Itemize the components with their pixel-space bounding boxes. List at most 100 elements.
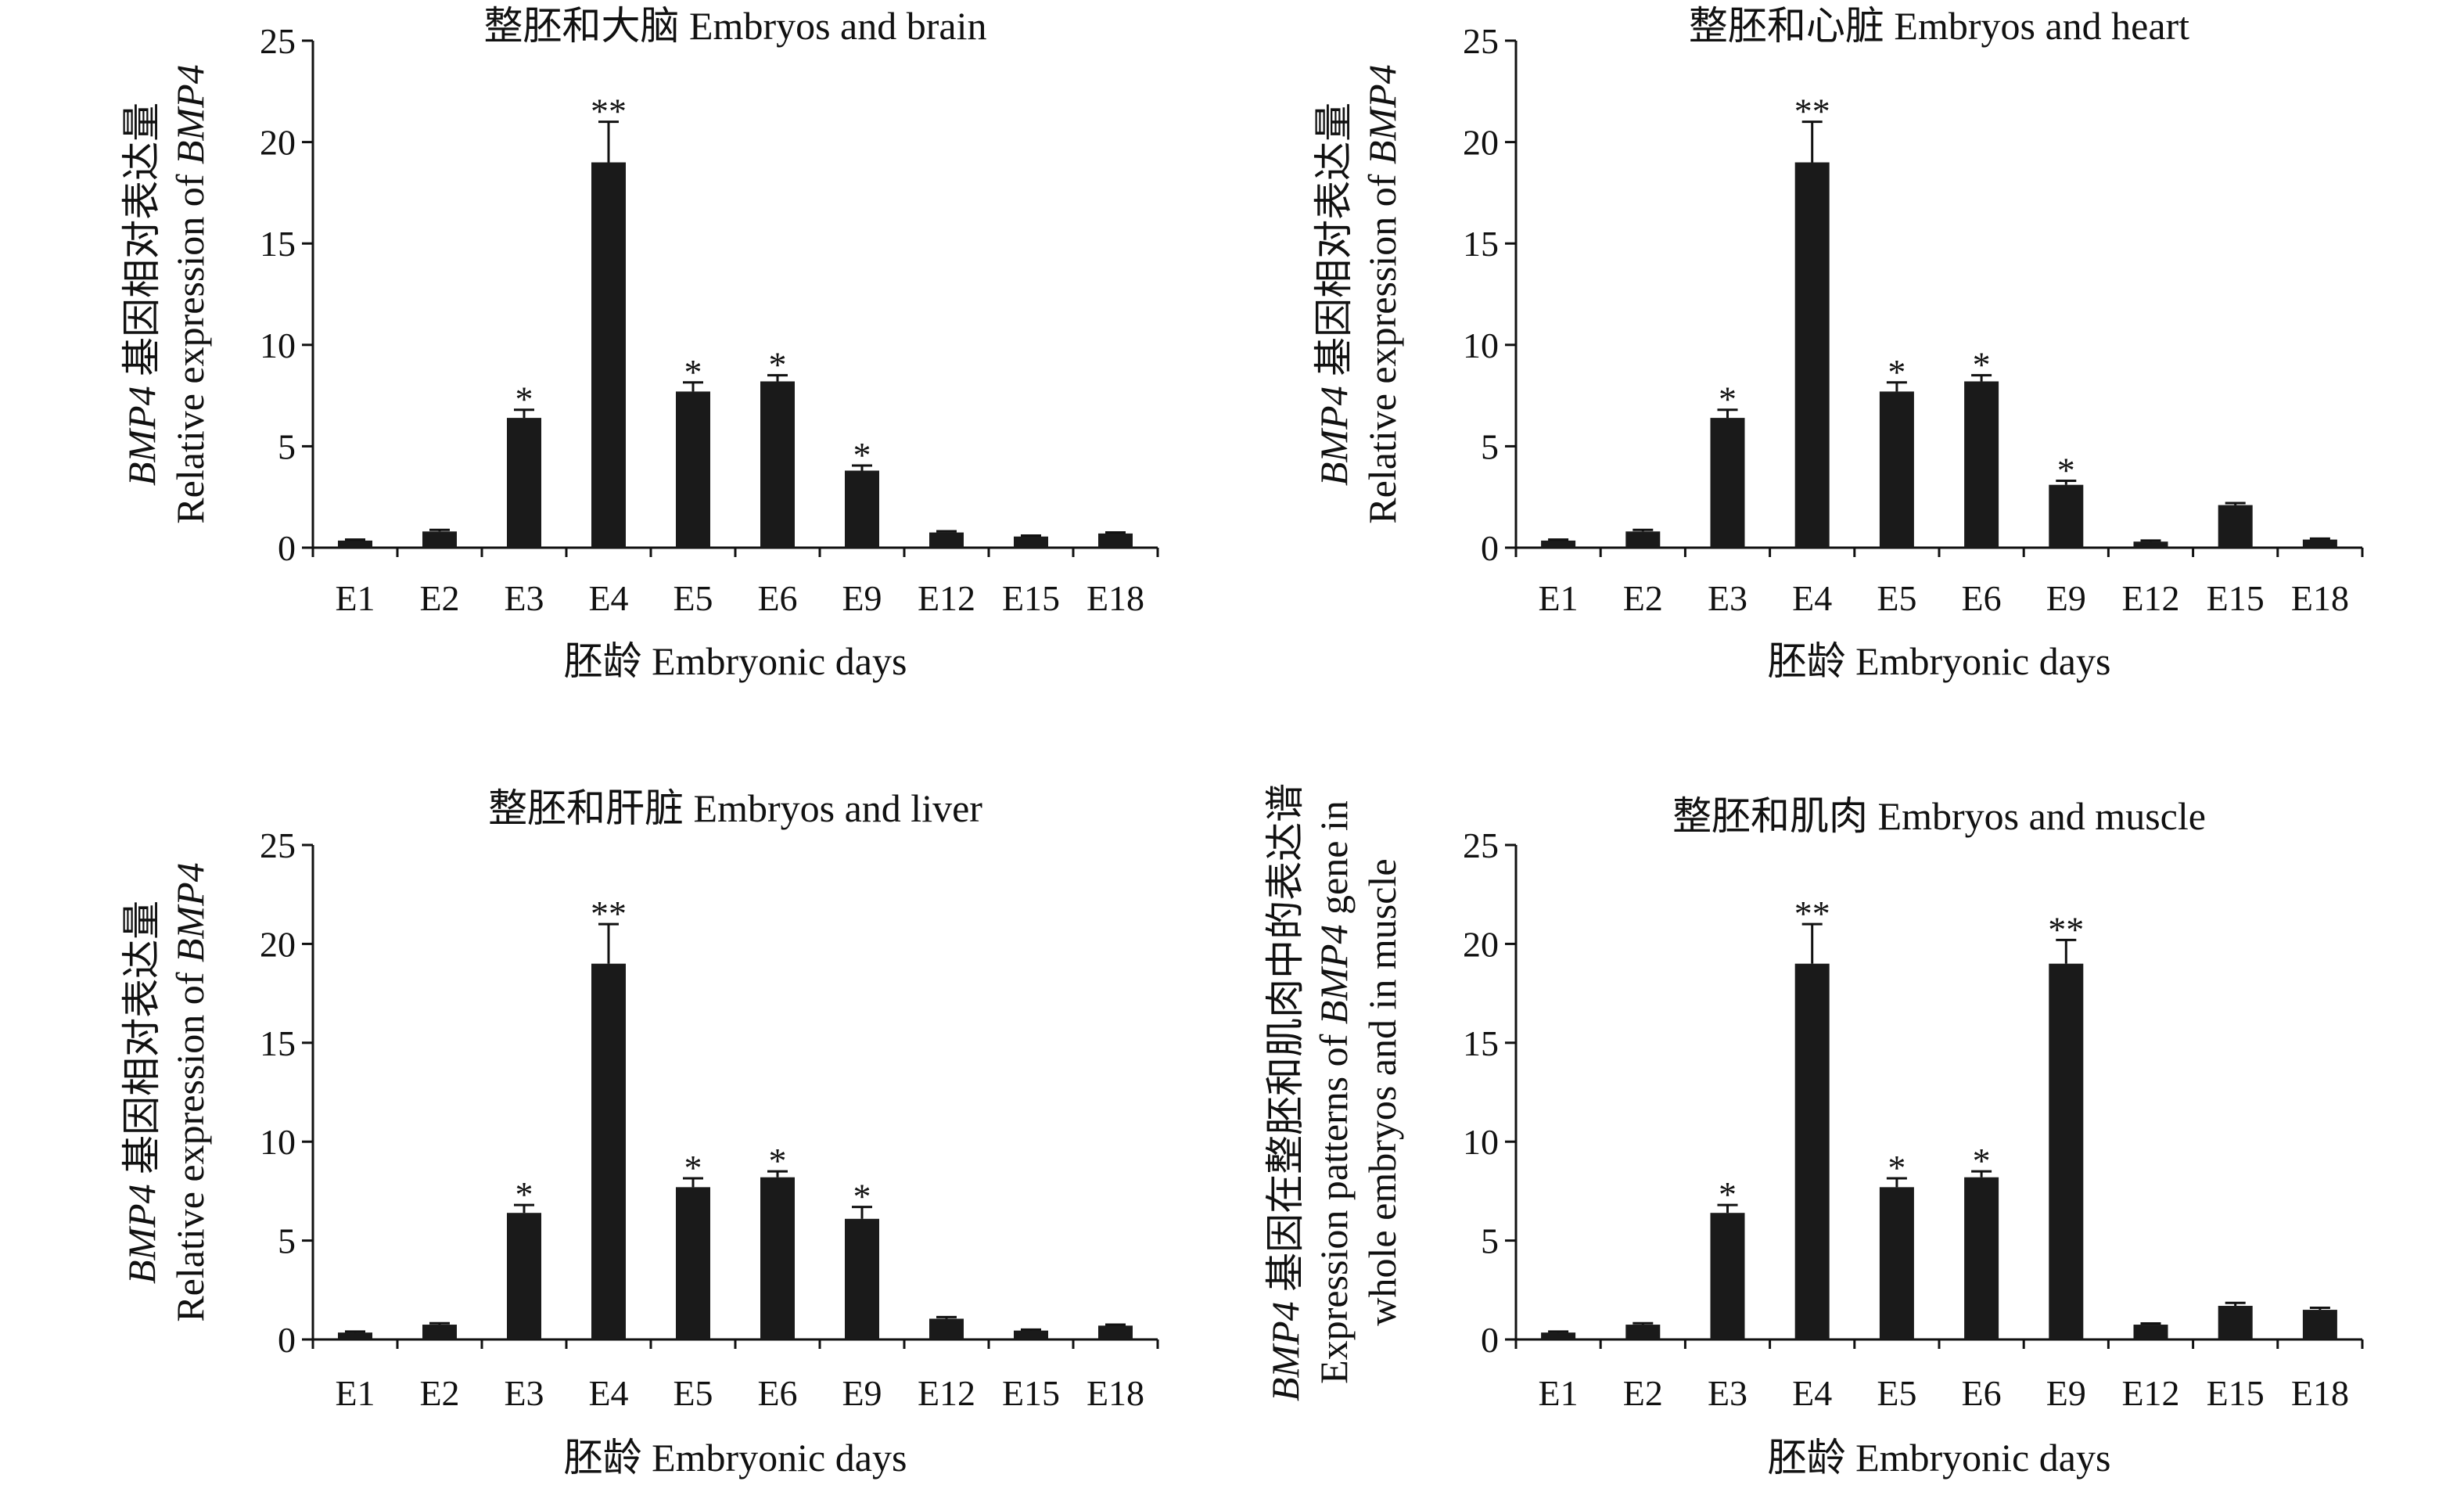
x-tick-label: E18 (2291, 578, 2349, 618)
chart-title: 整胚和肌肉 Embryos and muscle (1672, 794, 2206, 838)
x-tick-label: E3 (1708, 578, 1747, 618)
y-tick-label: 0 (1481, 1320, 1499, 1360)
x-tick-label: E18 (2291, 1373, 2349, 1413)
chart-panel-1: 整胚和大脑 Embryos and brain 0 5 10 15 20 25 E1 E2 * E3… (120, 4, 1159, 683)
y-tick-label: 5 (1481, 1221, 1499, 1261)
y-tick-label: 20 (260, 123, 296, 163)
y-tick-label: 20 (1463, 924, 1499, 964)
x-tick-label: E9 (842, 578, 882, 618)
bar-E15 (1014, 536, 1048, 548)
y-tick-label: 15 (260, 224, 296, 264)
x-tick-label: E4 (1792, 578, 1832, 618)
bar-E3 (507, 1213, 541, 1339)
x-tick-label: E5 (1877, 578, 1916, 618)
bar-E15 (2218, 1306, 2253, 1339)
x-tick-label: E4 (1792, 1373, 1832, 1413)
x-tick-label: E1 (335, 578, 375, 618)
y-axis-label-line2: Expression patterns of BMP4 gene in (1312, 800, 1356, 1384)
x-tick-label: E1 (1539, 1373, 1579, 1413)
bar-E5 (1879, 391, 1914, 548)
y-tick-label: 15 (1463, 224, 1499, 264)
bar-E9 (2049, 963, 2084, 1339)
y-axis-label-line3: whole embryos and in muscle (1360, 858, 1404, 1325)
bar-E9 (2049, 484, 2084, 548)
chart-title: 整胚和大脑 Embryos and brain (484, 4, 987, 48)
x-tick-label: E5 (673, 578, 713, 618)
bar-E1 (1541, 1332, 1576, 1339)
x-tick-label: E6 (757, 1373, 797, 1413)
y-axis-label-line2: Relative expression of BMP4 (1360, 64, 1404, 523)
bar-E15 (1014, 1330, 1048, 1339)
significance-mark: * (2057, 450, 2075, 490)
x-tick-label: E15 (2207, 578, 2265, 618)
bar-E4 (1794, 162, 1830, 548)
y-tick-label: 25 (260, 825, 296, 865)
chart-panel-3: 整胚和肝脏 Embryos and liver 0 5 10 15 20 25 E1 E2 * E3… (120, 786, 1159, 1480)
significance-mark: ** (1794, 894, 1830, 933)
chart-panel-4: 整胚和肌肉 Embryos and muscle 0 5 10 15 20 25 E1 E2 * E… (1263, 783, 2364, 1480)
significance-mark: * (1888, 1148, 1905, 1188)
y-tick-label: 10 (260, 1122, 296, 1162)
bar-E4 (1794, 963, 1830, 1339)
y-tick-label: 10 (260, 325, 296, 365)
x-tick-label: E4 (588, 578, 628, 618)
bar-E2 (422, 1325, 457, 1339)
x-axis-label: 胚龄 Embryonic days (1768, 1436, 2111, 1480)
bar-E4 (591, 963, 626, 1339)
y-tick-label: 25 (1463, 825, 1499, 865)
y-tick-label: 25 (260, 21, 296, 61)
y-tick-label: 25 (1463, 21, 1499, 61)
bar-E3 (1710, 1213, 1745, 1339)
x-tick-label: E12 (918, 1373, 975, 1413)
significance-mark: * (769, 1141, 787, 1181)
significance-mark: ** (591, 894, 627, 933)
y-tick-label: 0 (1481, 528, 1499, 568)
x-tick-label: E5 (1877, 1373, 1916, 1413)
bar-E3 (1710, 418, 1745, 548)
y-tick-label: 5 (1481, 426, 1499, 466)
x-tick-label: E2 (1623, 578, 1663, 618)
x-axis-label: 胚龄 Embryonic days (1768, 639, 2111, 683)
x-tick-label: E6 (1962, 1373, 2002, 1413)
significance-mark: * (1719, 1174, 1737, 1214)
x-tick-label: E9 (842, 1373, 882, 1413)
bar-E2 (1625, 1325, 1661, 1339)
x-tick-label: E12 (2121, 1373, 2179, 1413)
x-tick-label: E9 (2046, 578, 2086, 618)
bar-E6 (760, 381, 795, 548)
y-tick-label: 10 (1463, 1122, 1499, 1162)
significance-mark: * (684, 1148, 702, 1188)
chart-title: 整胚和心脏 Embryos and heart (1689, 4, 2189, 48)
bar-E6 (1964, 1177, 1999, 1339)
significance-mark: * (853, 435, 871, 475)
y-tick-label: 15 (260, 1023, 296, 1063)
x-tick-label: E9 (2046, 1373, 2086, 1413)
bar-E6 (1964, 381, 1999, 548)
y-axis-label-line2: Relative expression of BMP4 (168, 64, 212, 523)
x-tick-label: E2 (419, 578, 459, 618)
x-tick-label: E18 (1087, 578, 1144, 618)
x-tick-label: E5 (673, 1373, 713, 1413)
chart-title: 整胚和肝脏 Embryos and liver (488, 786, 982, 830)
y-tick-label: 20 (1463, 123, 1499, 163)
x-tick-label: E2 (419, 1373, 459, 1413)
significance-mark: ** (591, 92, 627, 131)
bar-E18 (2302, 539, 2337, 548)
bar-E9 (845, 1218, 879, 1339)
significance-mark: * (1888, 352, 1905, 392)
chart-panel-2: 整胚和心脏 Embryos and heart 0 5 10 15 20 25 E1 E2 * E3… (1312, 4, 2364, 683)
x-tick-label: E15 (1002, 578, 1060, 618)
bar-E1 (338, 1332, 372, 1339)
bar-E15 (2218, 505, 2253, 548)
significance-mark: * (769, 345, 787, 385)
y-tick-label: 15 (1463, 1023, 1499, 1063)
y-tick-label: 5 (278, 426, 296, 466)
bar-E12 (929, 1318, 964, 1339)
bar-E3 (507, 418, 541, 548)
x-tick-label: E12 (918, 578, 975, 618)
bar-E6 (760, 1177, 795, 1339)
y-axis-label-line2: Relative expression of BMP4 (168, 862, 212, 1321)
x-axis-label: 胚龄 Embryonic days (564, 1436, 907, 1480)
bar-E2 (422, 531, 457, 548)
